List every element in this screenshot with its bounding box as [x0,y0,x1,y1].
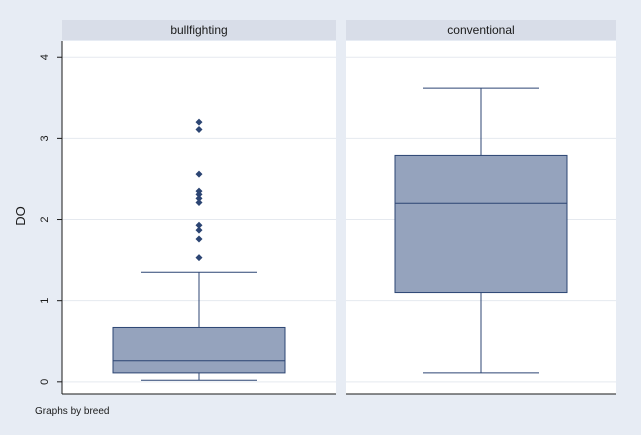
y-tick-label: 0 [39,379,51,385]
y-axis-ticks: 0 1 2 3 4 [39,54,62,385]
y-tick-label: 2 [39,216,51,222]
marks-conventional [394,87,568,374]
outlier-point [195,187,203,195]
iqr-box [394,154,568,294]
y-axis-label: DO [13,206,28,226]
panel-bullfighting: bullfighting [62,20,336,394]
outlier-point [195,221,203,229]
strip-label-bullfighting: bullfighting [170,23,227,37]
strip-label-conventional: conventional [447,23,514,37]
outlier-point [195,254,203,262]
outlier-point [195,118,203,126]
graphs-by-note: Graphs by breed [35,406,110,417]
outlier-point [195,194,203,202]
y-tick-label: 4 [39,54,51,60]
outlier-point [195,198,203,206]
y-tick-label: 1 [39,298,51,304]
strip-conventional [346,20,616,40]
outlier-point [195,170,203,178]
outlier-point [195,125,203,133]
gridlines-bullfighting [62,56,336,383]
panel-conventional: conventional [346,20,616,394]
marks-bullfighting [112,118,286,381]
outlier-point [195,226,203,234]
iqr-box [112,326,286,374]
outlier-point [195,235,203,243]
strip-bullfighting [62,20,336,40]
y-tick-label: 3 [39,135,51,141]
